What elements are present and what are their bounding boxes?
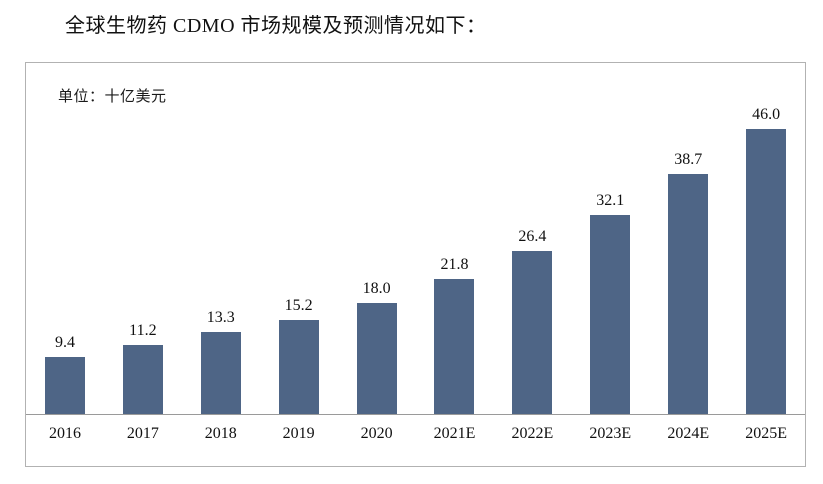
x-tick-label: 2018 xyxy=(204,425,237,442)
bar-column: 38.7 xyxy=(649,152,727,415)
bar xyxy=(200,332,241,415)
bar xyxy=(434,279,475,415)
bar-value-label: 11.2 xyxy=(129,322,157,339)
bar xyxy=(668,174,709,415)
bar xyxy=(278,320,319,415)
bar-value-label: 18.0 xyxy=(362,280,391,297)
bar-column: 9.4 xyxy=(26,335,104,415)
x-tick-label: 2022E xyxy=(511,425,554,442)
bar-value-label: 38.7 xyxy=(674,151,703,168)
bar-value-label: 46.0 xyxy=(752,106,781,123)
chart-title: 全球生物药 CDMO 市场规模及预测情况如下： xyxy=(65,15,487,37)
x-tick-label: 2019 xyxy=(282,425,315,442)
bar xyxy=(746,129,787,415)
x-tick-label: 2024E xyxy=(667,425,710,442)
bar xyxy=(590,215,631,415)
bar xyxy=(122,345,163,415)
x-tick-label: 2025E xyxy=(745,425,787,442)
bar-column: 32.1 xyxy=(571,193,649,415)
bar-column: 46.0 xyxy=(727,107,805,415)
bar-column: 21.8 xyxy=(416,257,494,415)
x-tick-label: 2016 xyxy=(48,425,81,442)
bar-value-label: 13.3 xyxy=(206,309,235,326)
bars-row: 9.4 11.2 13.3 15.2 18.0 21.8 26.4 32.1 38.7 46.0 xyxy=(26,95,805,415)
x-tick-label: 2020 xyxy=(360,425,393,442)
bar-value-label: 9.4 xyxy=(54,334,75,351)
bar-value-label: 26.4 xyxy=(518,228,547,245)
unit-label: 单位：十亿美元 xyxy=(58,89,167,105)
x-axis-line xyxy=(26,414,805,415)
chart-container: 单位：十亿美元 9.4 11.2 13.3 15.2 18.0 21.8 26.4 32.1 3… xyxy=(25,62,806,467)
x-tick-label: 2023E xyxy=(589,425,632,442)
bar-value-label: 15.2 xyxy=(284,297,313,314)
x-tick-label: 2017 xyxy=(126,425,159,442)
bar-value-label: 21.8 xyxy=(440,256,469,273)
bar xyxy=(44,357,85,415)
bar-value-label: 32.1 xyxy=(596,192,625,209)
bar xyxy=(356,303,397,415)
x-axis-ticks: 2016 2017 2018 2019 2020 2021E 2022E 2023E 2024E… xyxy=(26,415,805,466)
bar-column: 15.2 xyxy=(260,298,338,415)
bar-column: 13.3 xyxy=(182,310,260,415)
bar-column: 11.2 xyxy=(104,323,182,415)
bar xyxy=(512,251,553,415)
x-tick-label: 2021E xyxy=(433,425,476,442)
bar-column: 26.4 xyxy=(493,229,571,415)
bar-column: 18.0 xyxy=(338,281,416,415)
